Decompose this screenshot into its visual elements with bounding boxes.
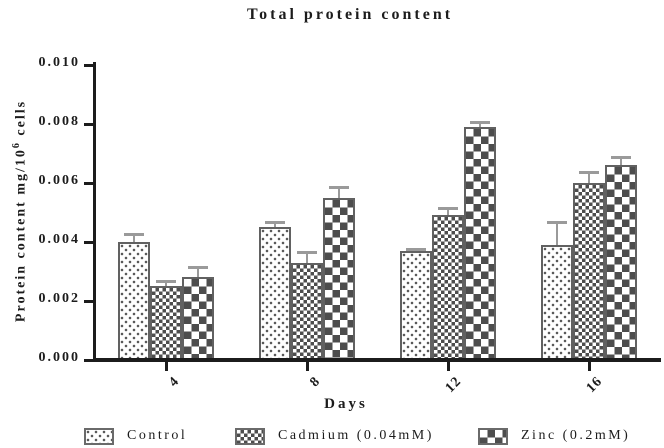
error-bar-cap <box>188 265 208 269</box>
legend-label: Zinc (0.2mM) <box>521 428 631 443</box>
legend-item-dots: Control <box>84 426 187 446</box>
bar-control-day-12 <box>400 250 432 360</box>
error-bar-cap <box>265 221 285 225</box>
error-bar-stem <box>588 171 590 187</box>
legend-item-coarse-checker: Zinc (0.2mM) <box>478 426 630 446</box>
bar-control-day-8 <box>259 227 291 360</box>
bar-zinc-0-2mm-day-12 <box>464 126 496 360</box>
legend-label: Control <box>127 428 188 443</box>
y-axis-tick-label: 0.004 <box>38 232 80 247</box>
y-axis-tick <box>84 63 93 67</box>
bar-cadmium-0-04mm-day-16 <box>573 183 605 360</box>
error-bar-cap <box>406 247 426 251</box>
y-axis-tick-label: 0.010 <box>38 55 80 70</box>
error-bar-stem <box>447 206 449 220</box>
error-bar-cap <box>470 121 490 125</box>
y-axis-tick <box>84 122 93 126</box>
error-bar-stem <box>274 221 276 232</box>
legend-item-fine-checker: Cadmium (0.04mM) <box>235 426 434 446</box>
x-axis-title: Days <box>324 396 368 412</box>
y-axis-line <box>93 62 96 362</box>
error-bar-cap <box>547 221 567 225</box>
error-bar-stem <box>306 250 308 267</box>
error-bar-stem <box>133 233 135 246</box>
y-axis-tick <box>84 299 93 303</box>
y-axis-tick <box>84 358 93 362</box>
y-axis-tick <box>84 181 93 185</box>
legend-label: Cadmium (0.04mM) <box>278 428 434 443</box>
bar-cadmium-0-04mm-day-12 <box>432 215 464 360</box>
bar-zinc-0-2mm-day-8 <box>323 197 355 360</box>
error-bar-cap <box>579 171 599 175</box>
y-axis-tick-label: 0.008 <box>38 114 80 129</box>
error-bar-stem <box>338 185 340 202</box>
error-bar-stem <box>556 221 558 249</box>
y-axis-tick-label: 0.000 <box>38 350 80 365</box>
error-bar-cap <box>611 156 631 160</box>
x-axis-tick <box>587 362 591 371</box>
legend-swatch-dots-icon <box>84 427 114 445</box>
x-axis-tick <box>164 362 168 371</box>
legend-swatch-fine-checker-icon <box>235 427 265 445</box>
error-bar-stem <box>620 156 622 170</box>
error-bar-cap <box>329 185 349 189</box>
y-axis-tick-label: 0.006 <box>38 173 80 188</box>
bar-control-day-4 <box>118 242 150 360</box>
bar-cadmium-0-04mm-day-8 <box>291 262 323 360</box>
error-bar-cap <box>124 233 144 237</box>
error-bar-cap <box>297 250 317 254</box>
x-axis-line <box>93 358 661 362</box>
error-bar-stem <box>165 280 167 291</box>
x-axis-tick <box>305 362 309 371</box>
y-axis-tick-label: 0.002 <box>38 291 80 306</box>
error-bar-cap <box>438 206 458 210</box>
bar-zinc-0-2mm-day-16 <box>605 165 637 360</box>
bar-zinc-0-2mm-day-4 <box>182 277 214 360</box>
x-axis-tick <box>446 362 450 371</box>
error-bar-stem <box>197 265 199 282</box>
chart-title: Total protein content <box>246 6 454 23</box>
error-bar-stem <box>479 121 481 131</box>
y-axis-tick <box>84 240 93 244</box>
bar-cadmium-0-04mm-day-4 <box>150 286 182 360</box>
legend-swatch-coarse-checker-icon <box>478 427 508 445</box>
error-bar-cap <box>156 280 176 284</box>
